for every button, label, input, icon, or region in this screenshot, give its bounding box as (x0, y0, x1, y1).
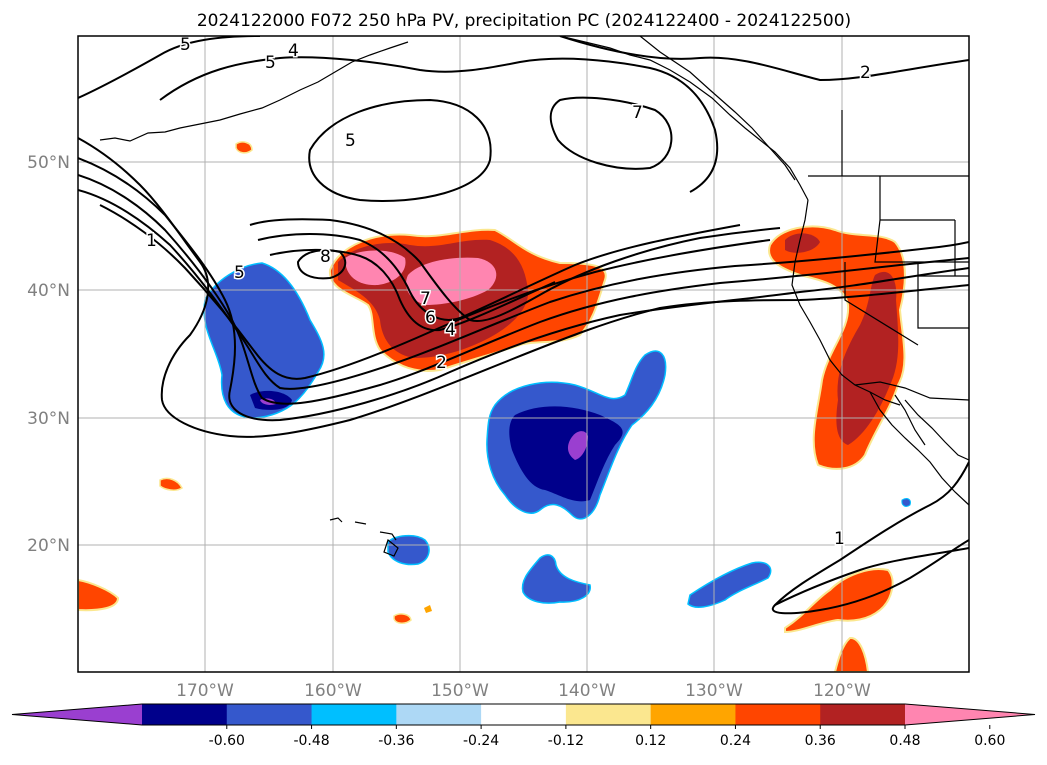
us-west-coast (791, 199, 901, 406)
contour-5-upper (159, 56, 719, 193)
map-frame (77, 35, 970, 673)
colorbar-tick-label: -0.12 (548, 733, 584, 749)
contour-label: 5 (180, 35, 191, 55)
contour-label: 4 (288, 41, 299, 61)
shade-red-islet3 (235, 141, 253, 154)
contour-3-wide (78, 174, 969, 405)
colorbar-tick-label: -0.48 (293, 733, 329, 749)
contour-8-wide (269, 248, 556, 332)
lon-label-130w: 130°W (685, 681, 743, 701)
contour-label: 8 (320, 247, 331, 267)
colorbar-swatch (565, 704, 652, 725)
contour-label: 6 (425, 308, 436, 328)
contour-7-wide (257, 224, 741, 321)
shade-small-islet (424, 605, 432, 613)
pv-contours (78, 36, 969, 615)
contour-label: 5 (265, 53, 276, 73)
lat-label-40n: 40°N (27, 281, 70, 301)
gulf-california-east (894, 394, 926, 446)
contour-label: 5 (234, 263, 245, 283)
lon-label-150w: 150°W (431, 681, 489, 701)
shade-blue-south1 (521, 554, 591, 604)
contour-8-loop (296, 249, 347, 280)
colorbar-tick-label: -0.36 (378, 733, 414, 749)
colorbar: -0.60 -0.48 -0.36 -0.24 -0.12 0.12 0.24 0.36 0.4… (11, 703, 1036, 749)
hawaii-islands (329, 517, 399, 557)
colorbar-tick-label: 0.60 (974, 733, 1005, 749)
contour-1-southeast (771, 539, 969, 615)
lon-label-170w: 170°W (176, 681, 234, 701)
contour-1-southeast-inner (774, 461, 969, 606)
shade-blue-hawaii (387, 534, 430, 566)
shade-pink-north1 (345, 250, 406, 286)
colorbar-swatch (311, 704, 397, 725)
lat-label-20n: 20°N (27, 536, 70, 556)
us-mexico-border (854, 381, 969, 401)
colorbar-swatch (142, 704, 228, 725)
colorbar-outline (11, 703, 1036, 726)
contour-2-north (559, 36, 969, 82)
lat-label-50n: 50°N (27, 153, 70, 173)
colorbar-swatch (735, 704, 821, 725)
shade-orange-southeast (784, 568, 894, 634)
contour-5-north (78, 36, 261, 99)
shade-navy-central (509, 406, 623, 502)
colorbar-extend-high (905, 704, 1035, 725)
shade-red-east-top (785, 233, 820, 253)
lon-label-140w: 140°W (558, 681, 616, 701)
shade-pink-north2 (405, 257, 497, 305)
colorbar-tick-label: 0.48 (889, 733, 920, 749)
shade-orange-islet2 (393, 613, 412, 624)
shade-orange-westedge (78, 578, 120, 612)
contour-label: 1 (146, 231, 157, 251)
lon-label-120w: 120°W (813, 681, 871, 701)
figure-title: 2024122000 F072 250 hPa PV, precipitatio… (197, 11, 851, 31)
baja-peninsula (869, 391, 969, 506)
contour-label: 2 (860, 63, 871, 83)
colorbar-swatch (650, 704, 736, 725)
mexico-coast (904, 399, 969, 461)
lat-label-30n: 30°N (27, 409, 70, 429)
contour-label: 2 (436, 353, 447, 373)
shade-orange-islet1 (159, 477, 183, 491)
contour-label: 7 (420, 289, 431, 309)
shade-red-east (836, 271, 899, 445)
shade-purple-central (567, 431, 588, 460)
colorbar-tick-label: 0.12 (635, 733, 666, 749)
contour-label: 4 (445, 320, 456, 340)
shade-orange-bottom (833, 637, 870, 672)
contour-label: 5 (345, 131, 356, 151)
colorbar-tick-label: 0.24 (720, 733, 751, 749)
colorbar-extend-low (12, 704, 142, 725)
state-borders (844, 176, 969, 346)
contour-6-wide (249, 218, 781, 322)
colorbar-swatch (481, 704, 567, 725)
colorbar-tick-label: 0.36 (805, 733, 836, 749)
contour-4-wide (78, 189, 969, 390)
map-area: 5 4 5 5 7 2 1 5 8 7 6 4 2 1 (78, 35, 969, 672)
contour-2-wide (78, 157, 969, 422)
contour-7-loop (549, 96, 673, 170)
contour-1-outer (78, 137, 969, 438)
colorbar-swatch (820, 704, 906, 725)
contour-label: 1 (834, 529, 845, 549)
lon-label-160w: 160°W (304, 681, 362, 701)
contour-5-inner (308, 98, 492, 202)
shade-blue-small (901, 498, 911, 507)
contour-5-wide (99, 204, 771, 380)
shade-blue-south2 (687, 561, 772, 608)
contour-label: 7 (632, 103, 643, 123)
colorbar-tick-label: -0.60 (209, 733, 245, 749)
colorbar-swatch (396, 704, 482, 725)
graticule (78, 36, 969, 672)
contour-label-group: 5 4 5 5 7 2 1 5 8 7 6 4 2 1 (145, 35, 873, 551)
precip-positive-shading (78, 141, 906, 672)
colorbar-tick-label: -0.24 (463, 733, 499, 749)
colorbar-swatch (226, 704, 313, 725)
